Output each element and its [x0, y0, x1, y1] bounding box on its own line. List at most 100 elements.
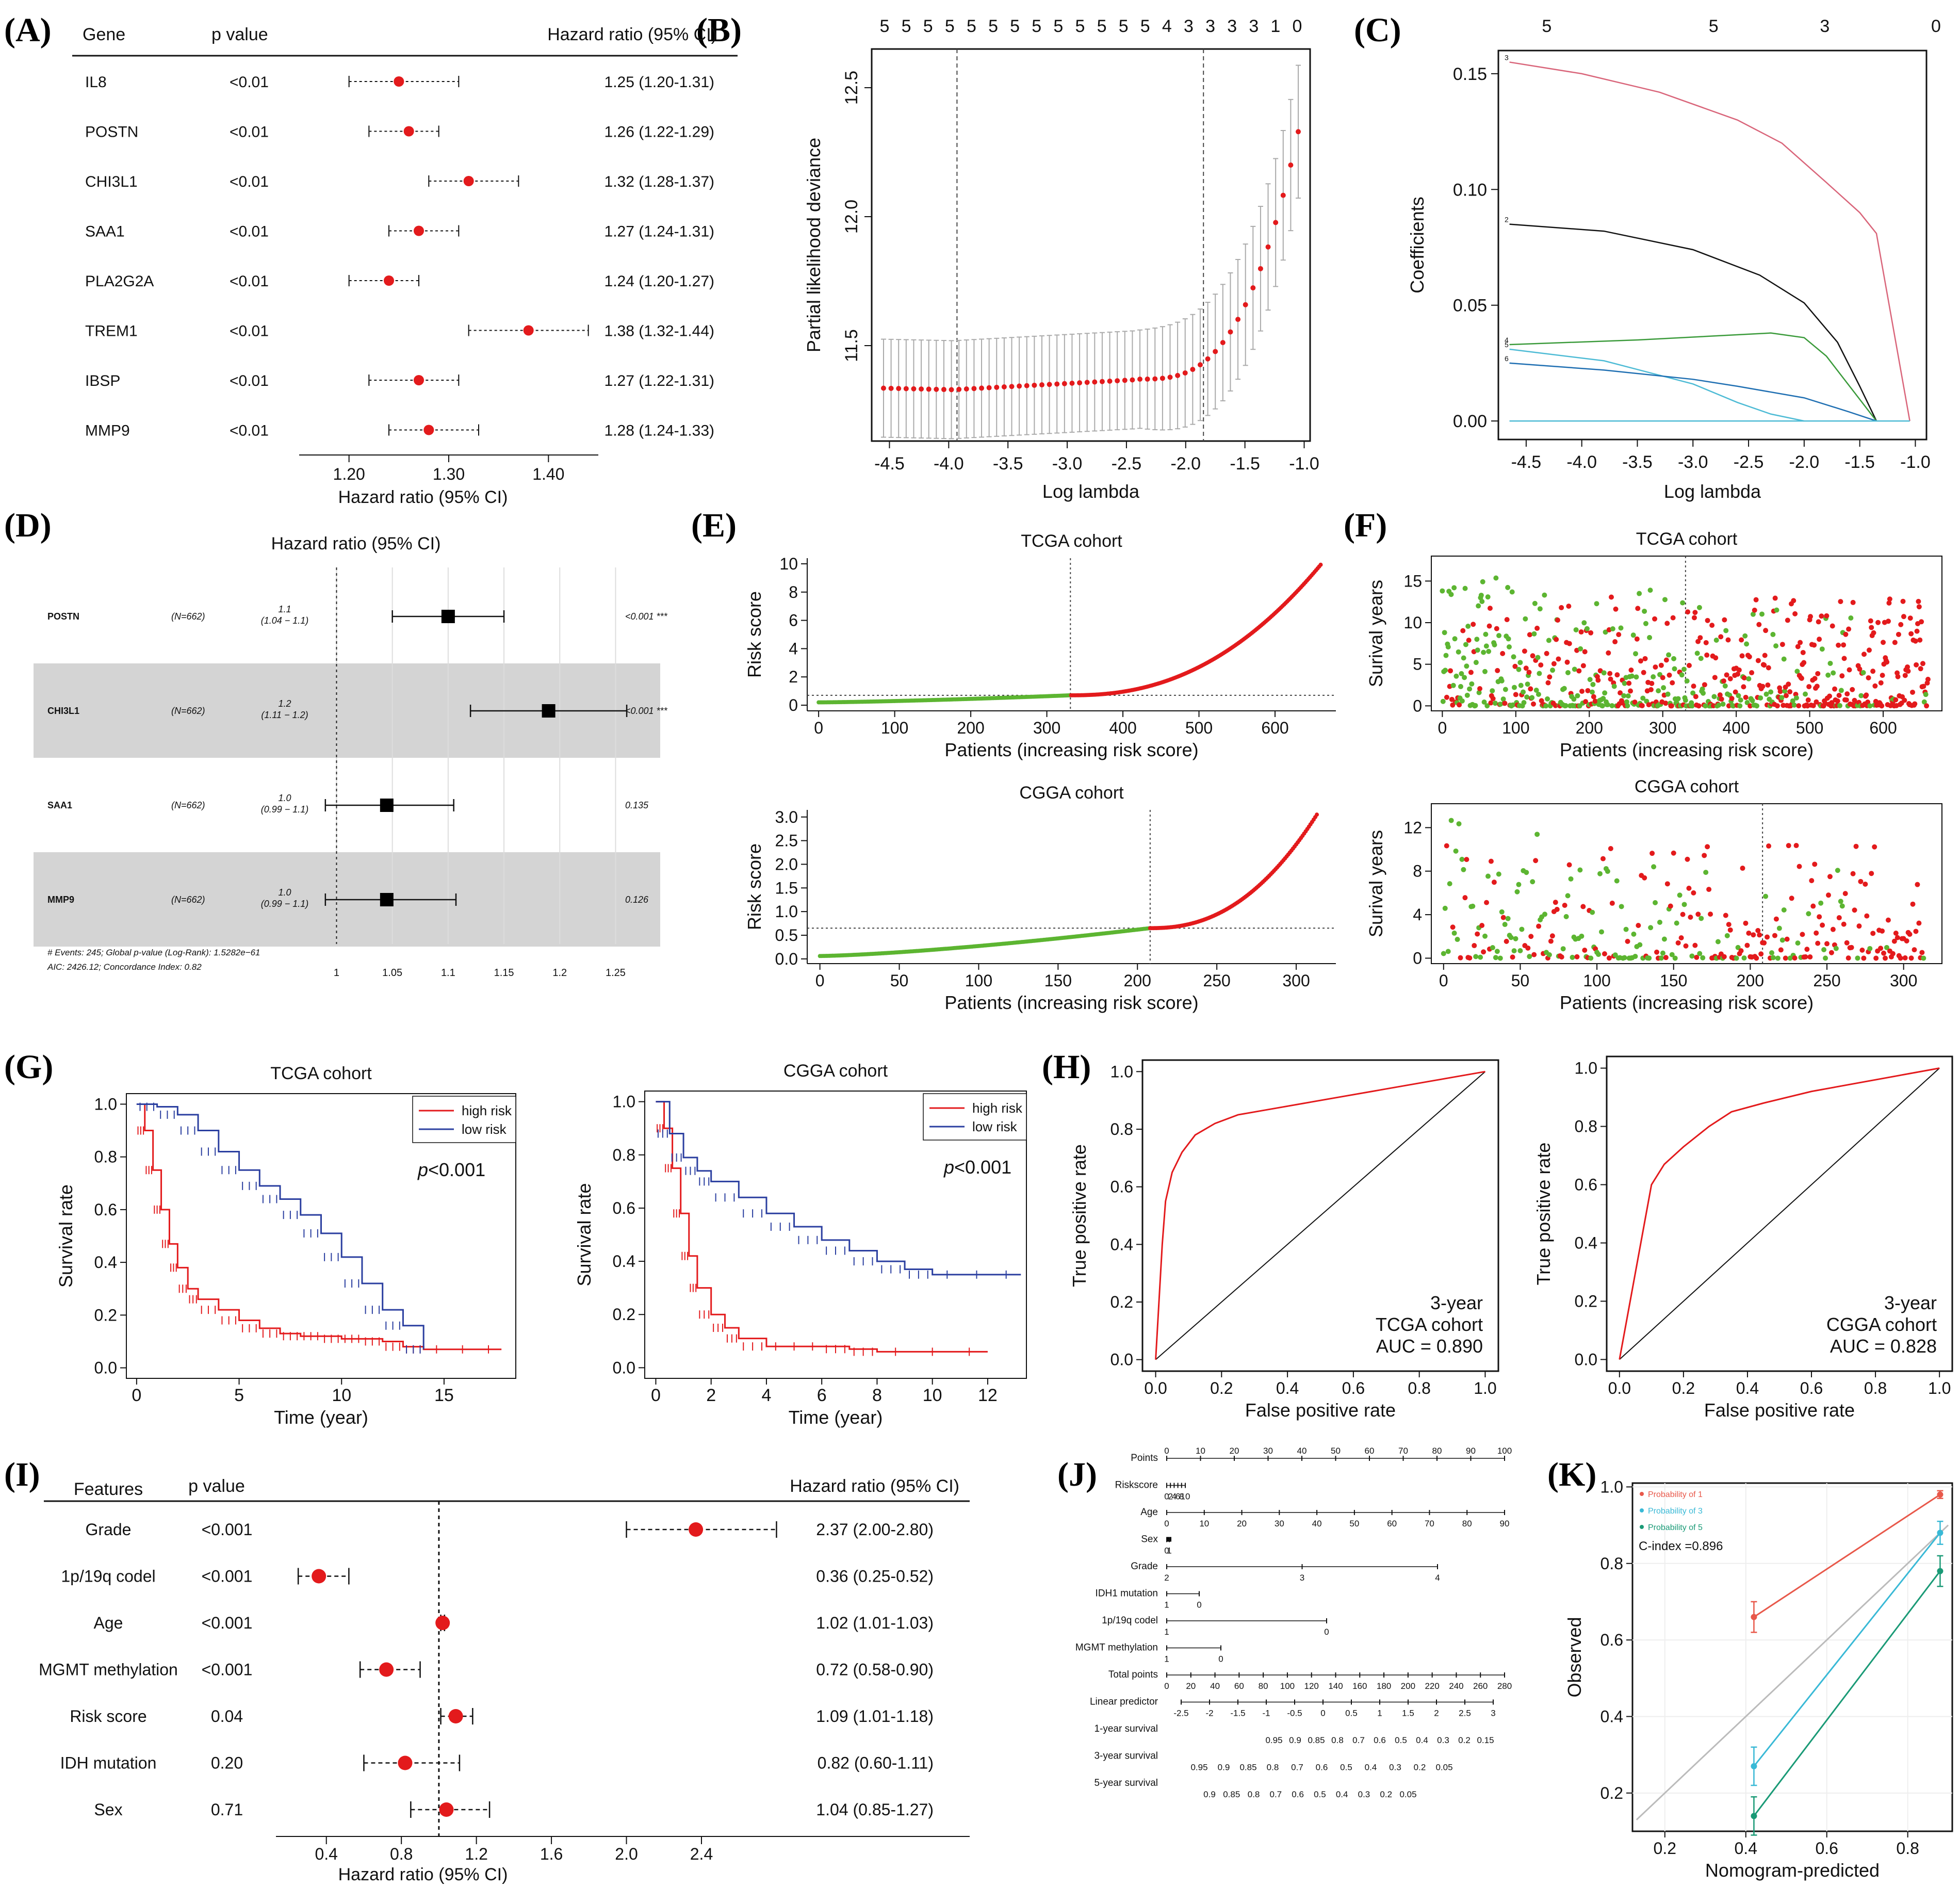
j-row-label: Grade — [1131, 1561, 1158, 1572]
a-hr-text: 1.32 (1.28-1.37) — [605, 173, 714, 190]
f-survival-point — [1695, 639, 1701, 644]
f-survival-point — [1905, 664, 1910, 670]
f-survival-point — [1566, 604, 1572, 609]
f-survival-point — [1542, 592, 1547, 598]
b-deviance-point — [1099, 379, 1105, 384]
j-tick-label: 0 — [1320, 1709, 1325, 1718]
f-survival-point — [1442, 905, 1448, 911]
f-survival-point — [1475, 647, 1480, 653]
f-survival-point — [1685, 609, 1691, 615]
b-deviance-point — [994, 384, 1000, 390]
f-survival-point — [1831, 670, 1836, 676]
f-survival-point — [1478, 592, 1484, 598]
f-survival-point — [1793, 695, 1799, 701]
j-tick-label: 240 — [1449, 1681, 1463, 1691]
f-survival-point — [1806, 911, 1811, 917]
g-p-value: <0.001 — [428, 1159, 485, 1180]
f-survival-point — [1481, 949, 1487, 955]
f-survival-point — [1761, 662, 1767, 668]
a-p-value: <0.01 — [230, 74, 269, 91]
f-survival-point — [1756, 622, 1762, 627]
g-legend-high: high risk — [972, 1100, 1023, 1116]
f-survival-point — [1466, 638, 1472, 643]
f-survival-point — [1610, 626, 1615, 632]
b-y-label: Partial likelihood deviance — [803, 138, 824, 352]
a-x-tick-label: 1.20 — [333, 465, 365, 483]
f-survival-point — [1883, 955, 1888, 961]
j-tick-label: 70 — [1425, 1519, 1434, 1528]
f-survival-point — [1867, 946, 1873, 951]
f-survival-point — [1848, 615, 1854, 621]
f-survival-point — [1741, 684, 1746, 690]
f-survival-point — [1779, 642, 1785, 647]
i-hr-point — [689, 1522, 704, 1537]
f-survival-point — [1493, 955, 1498, 961]
f-survival-point — [1847, 667, 1852, 673]
j-tick-label: 2.5 — [1459, 1709, 1471, 1718]
e-x-tick-label: 500 — [1185, 719, 1213, 737]
f-survival-point — [1549, 933, 1555, 939]
f-survival-point — [1916, 598, 1921, 604]
f-survival-point — [1585, 688, 1591, 693]
j-tick-label: 40 — [1210, 1681, 1220, 1691]
k-cindex: C-index =0.896 — [1639, 1539, 1723, 1553]
f-survival-point — [1562, 902, 1567, 908]
f-x-label: Patients (increasing risk score) — [1560, 739, 1814, 760]
f-survival-point — [1525, 681, 1530, 687]
i-hr-text: 1.04 (0.85-1.27) — [816, 1800, 934, 1819]
f-survival-point — [1570, 954, 1575, 960]
f-survival-point — [1893, 930, 1899, 936]
c-line-label: 6 — [1505, 354, 1509, 363]
h-y-label: True positive rate — [1533, 1143, 1554, 1286]
f-survival-point — [1895, 674, 1901, 679]
f-survival-point — [1496, 633, 1502, 639]
f-survival-point — [1774, 607, 1779, 613]
f-survival-point — [1524, 694, 1530, 700]
f-survival-point — [1898, 622, 1904, 627]
f-survival-point — [1860, 670, 1866, 675]
b-deviance-point — [1017, 383, 1022, 389]
i-hr-text: 2.37 (2.00-2.80) — [816, 1520, 934, 1539]
f-survival-point — [1457, 702, 1462, 708]
f-survival-point — [1785, 617, 1790, 623]
b-deviance-point — [896, 386, 902, 392]
f-survival-point — [1479, 922, 1485, 928]
a-p-value: <0.01 — [230, 223, 269, 240]
f-survival-point — [1762, 653, 1768, 658]
b-deviance-point — [1032, 382, 1037, 388]
i-header-p: p value — [188, 1476, 245, 1496]
f-x-tick-label: 500 — [1796, 719, 1823, 737]
f-survival-point — [1693, 694, 1698, 700]
k-plot-frame — [1631, 1482, 1953, 1832]
g-title: CGGA cohort — [783, 1061, 888, 1081]
f-survival-point — [1692, 942, 1698, 948]
g-x-tick-label: 5 — [234, 1386, 244, 1405]
f-survival-point — [1476, 690, 1482, 695]
j-tick-label: 0.2 — [1414, 1763, 1426, 1772]
f-survival-point — [1887, 596, 1892, 602]
g-x-tick-label: 6 — [817, 1386, 827, 1405]
f-survival-point — [1495, 668, 1500, 673]
j-tick-label: 0.85 — [1239, 1763, 1256, 1772]
f-survival-point — [1628, 668, 1634, 673]
f-survival-point — [1709, 623, 1715, 628]
f-survival-point — [1913, 638, 1918, 644]
b-deviance-point — [1077, 380, 1083, 386]
h-y-tick-label: 0.0 — [1110, 1351, 1133, 1369]
f-survival-point — [1477, 686, 1483, 692]
j-row-label: 1p/19q codel — [1102, 1615, 1158, 1626]
a-p-value: <0.01 — [230, 372, 269, 389]
i-feature-label: IDH mutation — [60, 1754, 157, 1772]
f-survival-point — [1500, 650, 1506, 656]
f-survival-point — [1696, 703, 1702, 709]
c-line-label: 4 — [1505, 336, 1509, 344]
i-hr-text: 0.82 (0.60-1.11) — [818, 1754, 934, 1772]
f-x-tick-label: 250 — [1813, 971, 1840, 990]
f-survival-point — [1852, 907, 1857, 913]
f-survival-point — [1516, 666, 1522, 672]
h-x-tick-label: 0.2 — [1210, 1379, 1233, 1397]
f-survival-point — [1914, 628, 1920, 634]
f-survival-point — [1641, 670, 1646, 675]
f-survival-point — [1819, 646, 1825, 652]
e-y-tick-label: 0.0 — [775, 950, 798, 968]
